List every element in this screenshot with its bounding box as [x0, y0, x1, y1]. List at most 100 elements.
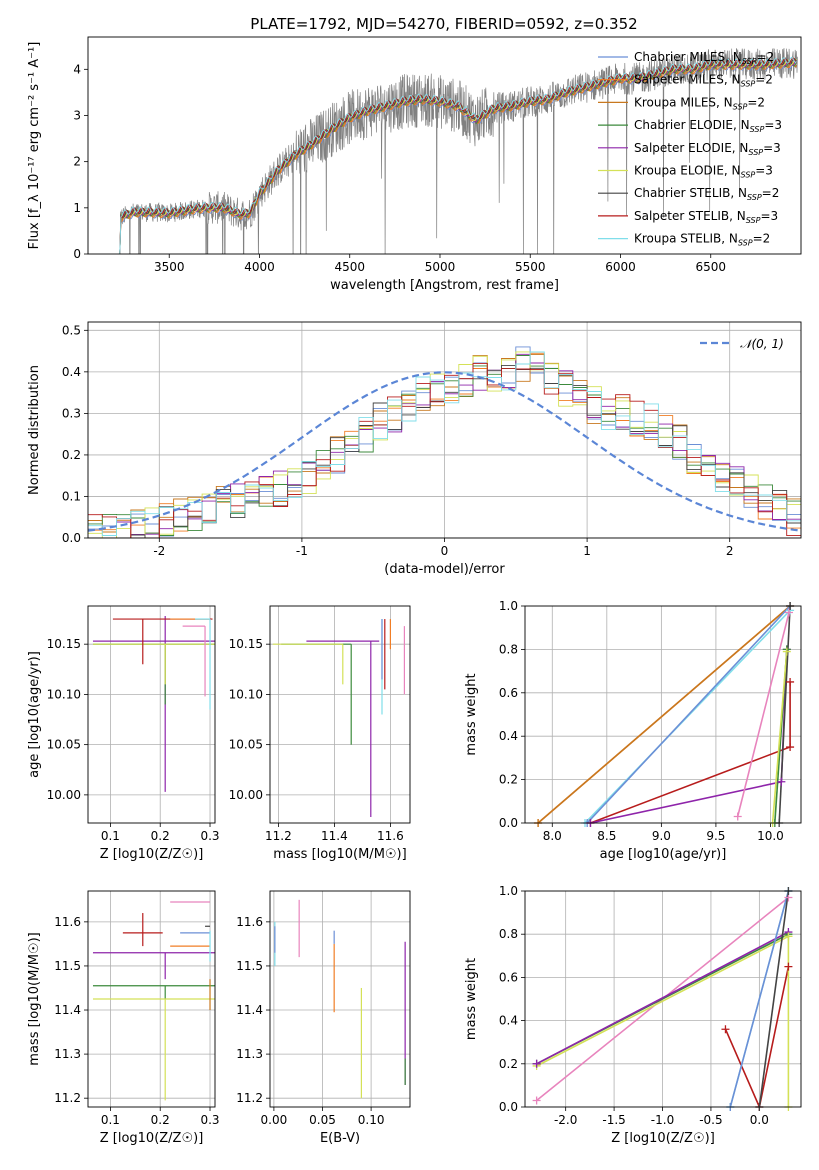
y-tick-label: 11.4	[54, 1003, 81, 1017]
weight-marker	[786, 677, 795, 686]
weight-series-line	[536, 931, 789, 1065]
y-tick-label: 0.0	[499, 1100, 518, 1114]
x-tick-label: -1	[296, 544, 308, 558]
x-tick-label: 6000	[605, 260, 636, 274]
residuals-plot-area	[88, 322, 801, 538]
x-tick-label: -1.0	[651, 1113, 674, 1127]
errorbar-point	[92, 643, 215, 685]
y-tick-label: 0.2	[62, 448, 81, 462]
residuals-frame	[87, 321, 802, 539]
age-vs-mass-plot-area	[270, 606, 410, 823]
y-tick-label: 0.4	[62, 365, 81, 379]
y-tick-label: 1.0	[499, 884, 518, 898]
x-axis-label: (data-model)/error	[384, 562, 505, 577]
y-tick-label: 0.0	[62, 531, 81, 545]
x-tick-label: 0.2	[151, 1113, 170, 1127]
y-tick-label: 11.5	[54, 959, 81, 973]
weight-marker	[782, 647, 791, 656]
x-tick-label: 5500	[515, 260, 546, 274]
x-tick-label: 11.4	[321, 829, 348, 843]
weight-series-line	[537, 606, 791, 823]
legend-entry: 𝒩(0, 1)	[740, 337, 784, 351]
y-tick-label: 0.1	[62, 489, 81, 503]
weight-series-line	[536, 935, 789, 1067]
normal-distribution-curve	[88, 371, 801, 532]
y-tick-label: 0.3	[62, 406, 81, 420]
mass-vs-Z-frame	[87, 890, 216, 1108]
y-tick-label: 10.00	[229, 788, 263, 802]
weight-marker	[784, 962, 793, 971]
weight-vs-Z-frame	[524, 890, 802, 1108]
y-tick-label: 10.00	[47, 788, 81, 802]
weight-series-line	[771, 651, 788, 823]
errorbar-point	[92, 985, 215, 999]
x-axis-label: Z [log10(Z/Z☉)]	[100, 1131, 204, 1146]
x-tick-label: 10.0	[757, 829, 784, 843]
x-tick-label: 11.6	[377, 829, 404, 843]
x-tick-label: 0.3	[200, 829, 219, 843]
y-tick-label: 10.10	[47, 687, 81, 701]
model-spectrum-line	[118, 57, 798, 254]
y-axis-label: mass [log10(M/M☉)]	[27, 932, 42, 1065]
age-vs-Z-frame	[87, 605, 216, 824]
x-tick-label: 0.1	[101, 1113, 120, 1127]
x-axis-label: Z [log10(Z/Z☉)]	[100, 847, 204, 862]
errorbar-point	[122, 913, 163, 947]
x-tick-label: 9.0	[652, 829, 671, 843]
mass-vs-ebv-frame	[269, 890, 411, 1108]
weight-series-line	[724, 966, 790, 1107]
x-tick-label: -2.0	[554, 1113, 577, 1127]
y-tick-label: 0.6	[499, 970, 518, 984]
y-axis-label: age [log10(age/yr)]	[27, 651, 42, 778]
y-tick-label: 0.2	[499, 773, 518, 787]
y-tick-label: 0.5	[62, 323, 81, 337]
spectrum-frame	[87, 36, 802, 255]
y-tick-label: 2	[73, 155, 81, 169]
y-axis-label: Normed distribution	[27, 365, 42, 495]
legend-entry: Kroupa MILES, NSSP=2	[634, 95, 765, 111]
errorbar-point	[195, 618, 211, 710]
x-tick-label: -2	[153, 544, 165, 558]
weight-marker	[721, 1025, 730, 1034]
mass-vs-ebv-plot-area	[270, 891, 410, 1107]
y-tick-label: 0.2	[499, 1057, 518, 1071]
age-vs-mass-panel: 11.2 11.4 11.6 10.00 10.05 10.10 10.15 mass [lo…	[229, 605, 411, 862]
spectrum-legend: Chabrier MILES, NSSP=2 Salpeter MILES, NS…	[598, 50, 782, 248]
model-spectrum-line	[118, 60, 798, 254]
weight-vs-Z-panel: -2.0 -1.5 -1.0 -0.5 0.0 0.0 0.2 0.4 0.6 0.8 1.0 Z […	[464, 884, 802, 1146]
x-tick-label: 8.0	[543, 829, 562, 843]
errorbar-point	[92, 952, 215, 980]
y-tick-label: 0.4	[499, 1014, 518, 1028]
weight-vs-age-plot-area	[525, 606, 801, 823]
legend-entry: Salpeter STELIB, NSSP=3	[634, 209, 778, 225]
age-vs-Z-panel: 0.1 0.2 0.3 10.00 10.05 10.10 10.15 Z [log10(Z/…	[27, 605, 220, 862]
x-tick-label: 4500	[334, 260, 365, 274]
x-tick-label: 0.2	[151, 829, 170, 843]
x-tick-label: 5000	[425, 260, 456, 274]
errorbar-point	[272, 643, 344, 685]
legend-entry: Chabrier STELIB, NSSP=2	[634, 186, 779, 202]
x-tick-label: 0.10	[358, 1113, 385, 1127]
weight-series-line	[736, 612, 790, 817]
y-tick-label: 10.10	[229, 687, 263, 701]
weight-marker	[786, 743, 795, 752]
y-tick-label: 1	[73, 201, 81, 215]
spectrum-panel: 3500 4000 4500 5000 5500 6000 6500 0 1 2 3 4 wavelen…	[27, 36, 802, 293]
x-tick-label: 0.1	[101, 829, 120, 843]
errorbar-point	[92, 998, 215, 1101]
y-tick-label: 4	[73, 62, 81, 76]
residual-histogram	[88, 351, 801, 536]
mass-vs-Z-panel: 0.1 0.2 0.3 11.2 11.3 11.4 11.5 11.6 Z [log10(Z/…	[27, 890, 220, 1146]
x-axis-label: E(B-V)	[320, 1131, 360, 1146]
y-tick-label: 10.05	[47, 738, 81, 752]
y-tick-label: 0.4	[499, 729, 518, 743]
y-tick-label: 11.5	[236, 959, 263, 973]
model-spectrum-line	[118, 56, 798, 254]
weight-vs-age-panel: 8.0 8.5 9.0 9.5 10.0 0.0 0.2 0.4 0.6 0.8 1.0 age [l…	[464, 599, 802, 862]
x-tick-label: 0.05	[309, 1113, 336, 1127]
x-tick-label: 3500	[154, 260, 185, 274]
legend-entry: Chabrier ELODIE, NSSP=3	[634, 118, 782, 134]
figure-title: PLATE=1792, MJD=54270, FIBERID=0592, z=0…	[250, 15, 637, 33]
weight-series-line	[586, 606, 791, 823]
